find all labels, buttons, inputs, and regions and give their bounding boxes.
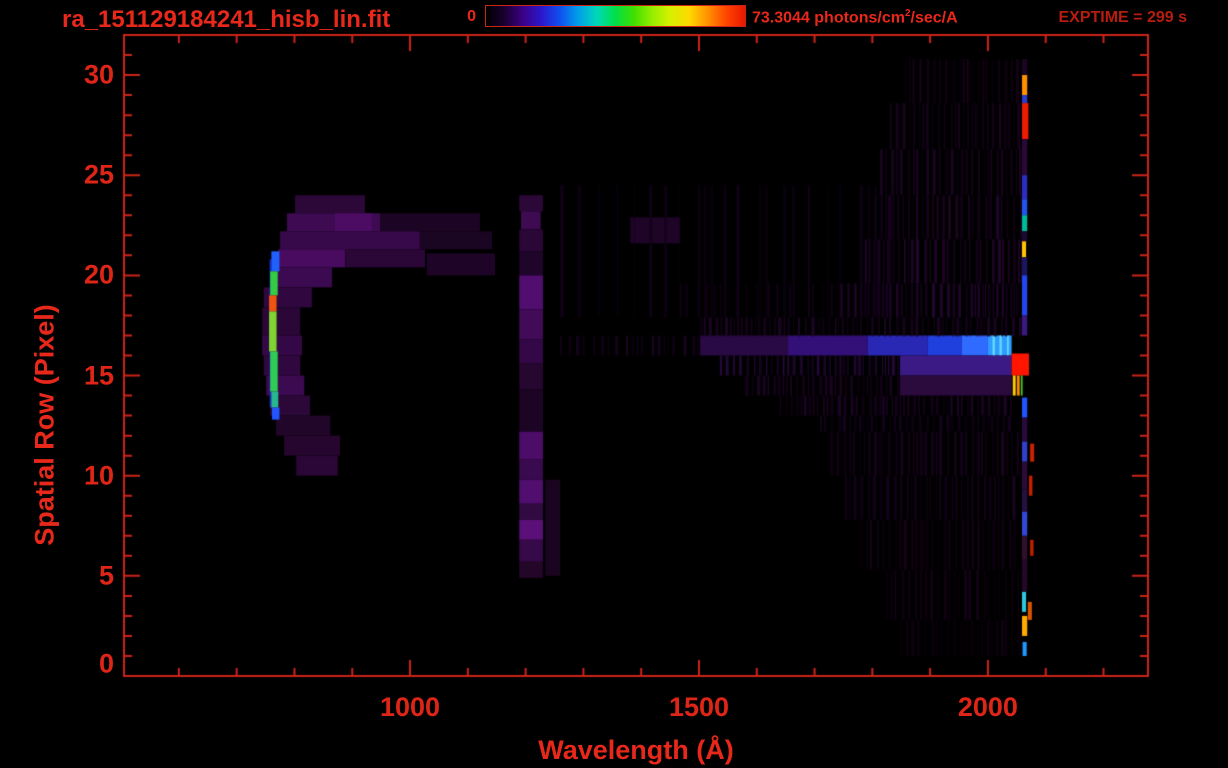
x-axis-label: Wavelength (Å): [538, 735, 734, 765]
x-tick-label: 2000: [957, 692, 1018, 722]
y-axis-label: Spatial Row (Pixel): [29, 304, 60, 546]
colorbar: [485, 5, 746, 27]
y-tick-label: 25: [83, 159, 114, 190]
colorbar-min-label: 0: [467, 8, 476, 25]
colorbar-max-superscript: 2: [904, 8, 911, 19]
exptime-label: EXPTIME = 299 s: [1058, 9, 1187, 26]
y-tick-label: 20: [83, 259, 114, 290]
x-tick-label: 1000: [380, 692, 441, 722]
y-tick-label: 10: [83, 460, 114, 491]
x-tick-label: 1500: [668, 692, 730, 722]
y-tick-label: 15: [83, 360, 114, 391]
filename-title: ra_151129184241_hisb_lin.fit: [62, 6, 391, 33]
colorbar-max-value: 73.3044 photons/cm: [752, 9, 905, 27]
colorbar-gradient: [486, 6, 745, 26]
y-tick-label: 0: [98, 648, 114, 679]
colorbar-max-label: 73.3044 photons/cm2/sec/A: [752, 8, 958, 27]
y-tick-label: 5: [98, 560, 114, 591]
colorbar-max-units: /sec/A: [910, 9, 958, 27]
y-tick-label: 30: [83, 59, 114, 90]
